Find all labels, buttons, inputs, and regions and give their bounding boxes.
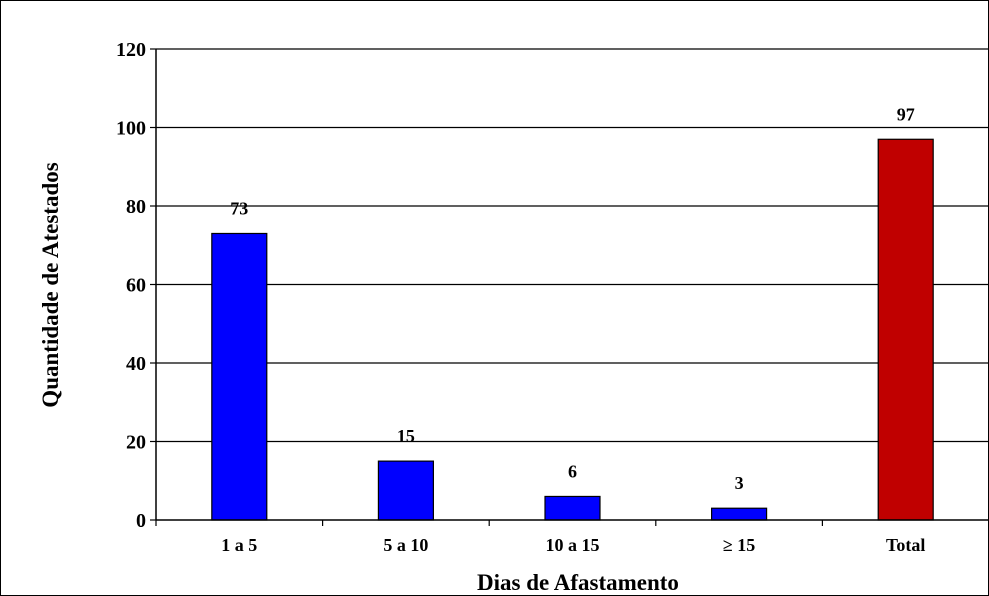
x-tick-labels: 1 a 5 5 a 10 10 a 15 ≥ 15 Total: [155, 520, 925, 555]
bar-2: [544, 495, 601, 521]
y-tick-label: 80: [126, 196, 146, 218]
x-tick-label: Total: [886, 535, 925, 555]
data-label: 73: [230, 198, 248, 218]
bar-1: [377, 460, 434, 521]
bar-4: [877, 138, 934, 521]
y-tick-label: 40: [126, 353, 146, 375]
y-tick-label: 20: [126, 432, 146, 454]
y-tick-label: 120: [116, 39, 146, 61]
x-tick-label: ≥ 15: [723, 535, 755, 555]
x-tick-label: 1 a 5: [221, 535, 257, 555]
data-label: 15: [397, 426, 415, 446]
bar-3: [711, 507, 768, 521]
x-axis-title: Dias de Afastamento: [477, 570, 679, 595]
y-tick-labels: 0 20 40 60 80 100 120: [116, 39, 156, 532]
x-tick-label: 5 a 10: [383, 535, 428, 555]
bar-0: [211, 232, 268, 521]
y-tick-label: 60: [126, 275, 146, 297]
data-labels: 73 15 6 3 97: [230, 104, 914, 493]
y-tick-label: 100: [116, 118, 146, 140]
y-axis-title: Quantidade de Atestados: [38, 162, 63, 407]
data-label: 3: [735, 473, 744, 493]
x-tick-label: 10 a 15: [546, 535, 600, 555]
data-label: 6: [568, 461, 577, 481]
data-label: 97: [897, 104, 915, 124]
bars: [211, 138, 934, 521]
y-tick-label: 0: [136, 510, 146, 532]
gridlines: [156, 48, 989, 443]
